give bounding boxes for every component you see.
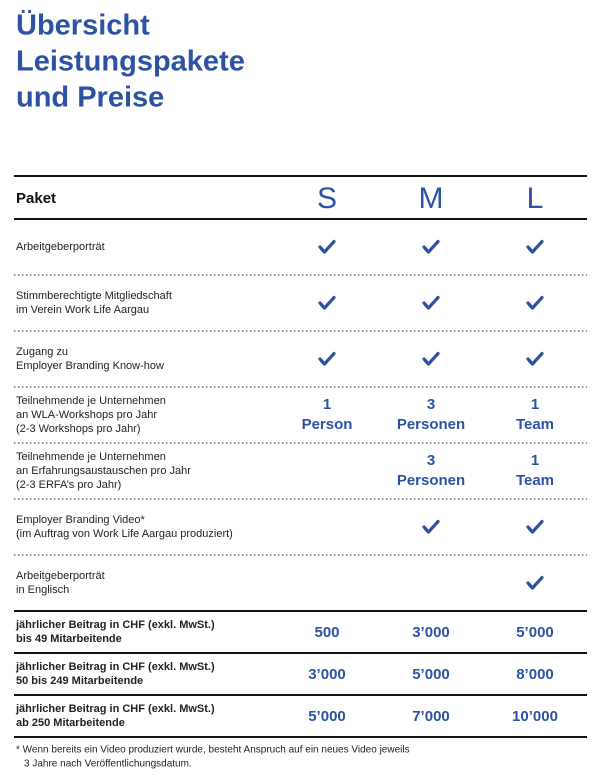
row-label: Zugang zu bbox=[16, 346, 68, 358]
column-header: M bbox=[419, 182, 444, 215]
row-label: bis 49 Mitarbeitende bbox=[16, 633, 122, 645]
check-icon bbox=[526, 351, 544, 366]
price: 3’000 bbox=[412, 624, 450, 641]
check-icon bbox=[422, 351, 440, 366]
row-label: an WLA-Workshops pro Jahr bbox=[16, 409, 157, 421]
column-header: S bbox=[317, 182, 337, 215]
row-label: Stimmberechtigte Mitgliedschaft bbox=[16, 290, 172, 302]
cell-text: Personen bbox=[397, 416, 465, 433]
row-label: Employer Branding Video* bbox=[16, 514, 146, 526]
price: 5’000 bbox=[412, 666, 450, 683]
cell-text: 1 bbox=[323, 396, 331, 413]
title-line: Übersicht bbox=[16, 9, 150, 42]
cell-text: 3 bbox=[427, 396, 435, 413]
row-label: im Verein Work Life Aargau bbox=[16, 304, 149, 316]
row-label: Teilnehmende je Unternehmen bbox=[16, 395, 166, 407]
cell-text: Personen bbox=[397, 472, 465, 489]
check-icon bbox=[526, 239, 544, 254]
cell-text: Team bbox=[516, 472, 554, 489]
title-line: Leistungspakete bbox=[16, 46, 245, 78]
footnote: * Wenn bereits ein Video produziert wurd… bbox=[16, 745, 410, 756]
check-icon bbox=[318, 239, 336, 254]
row-label: jährlicher Beitrag in CHF (exkl. MwSt.) bbox=[15, 619, 215, 631]
check-icon bbox=[526, 519, 544, 534]
check-icon bbox=[422, 295, 440, 310]
row-label: 50 bis 249 Mitarbeitende bbox=[16, 675, 143, 687]
check-icon bbox=[526, 295, 544, 310]
row-label: ab 250 Mitarbeitende bbox=[16, 717, 125, 729]
check-icon bbox=[318, 351, 336, 366]
row-label: (2-3 Workshops pro Jahr) bbox=[16, 423, 141, 435]
price: 5’000 bbox=[516, 624, 554, 641]
price: 7’000 bbox=[412, 708, 450, 725]
row-label: Arbeitgeberporträt bbox=[16, 570, 105, 582]
cell-text: 3 bbox=[427, 452, 435, 469]
row-label: Arbeitgeberporträt bbox=[16, 241, 105, 253]
row-label: in Englisch bbox=[16, 584, 69, 596]
row-label: Teilnehmende je Unternehmen bbox=[16, 451, 166, 463]
price: 500 bbox=[314, 624, 339, 641]
row-label: jährlicher Beitrag in CHF (exkl. MwSt.) bbox=[15, 703, 215, 715]
price: 10’000 bbox=[512, 708, 558, 725]
price: 8’000 bbox=[516, 666, 554, 683]
row-label: Employer Branding Know-how bbox=[16, 360, 164, 372]
column-header: L bbox=[527, 182, 544, 215]
row-label: jährlicher Beitrag in CHF (exkl. MwSt.) bbox=[15, 661, 215, 673]
cell-text: Person bbox=[302, 416, 353, 433]
title-line: und Preise bbox=[16, 82, 164, 114]
check-icon bbox=[422, 519, 440, 534]
check-icon bbox=[422, 239, 440, 254]
price: 5’000 bbox=[308, 708, 346, 725]
check-icon bbox=[318, 295, 336, 310]
cell-text: 1 bbox=[531, 396, 539, 413]
cell-text: Team bbox=[516, 416, 554, 433]
cell-text: 1 bbox=[531, 452, 539, 469]
price: 3’000 bbox=[308, 666, 346, 683]
row-label: (im Auftrag von Work Life Aargau produzi… bbox=[16, 528, 233, 540]
row-label: (2-3 ERFA’s pro Jahr) bbox=[16, 479, 121, 491]
row-label: an Erfahrungsaustauschen pro Jahr bbox=[16, 465, 191, 477]
check-icon bbox=[526, 575, 544, 590]
footnote: 3 Jahre nach Veröffentlichungsdatum. bbox=[24, 759, 192, 770]
column-header: Paket bbox=[16, 190, 56, 207]
